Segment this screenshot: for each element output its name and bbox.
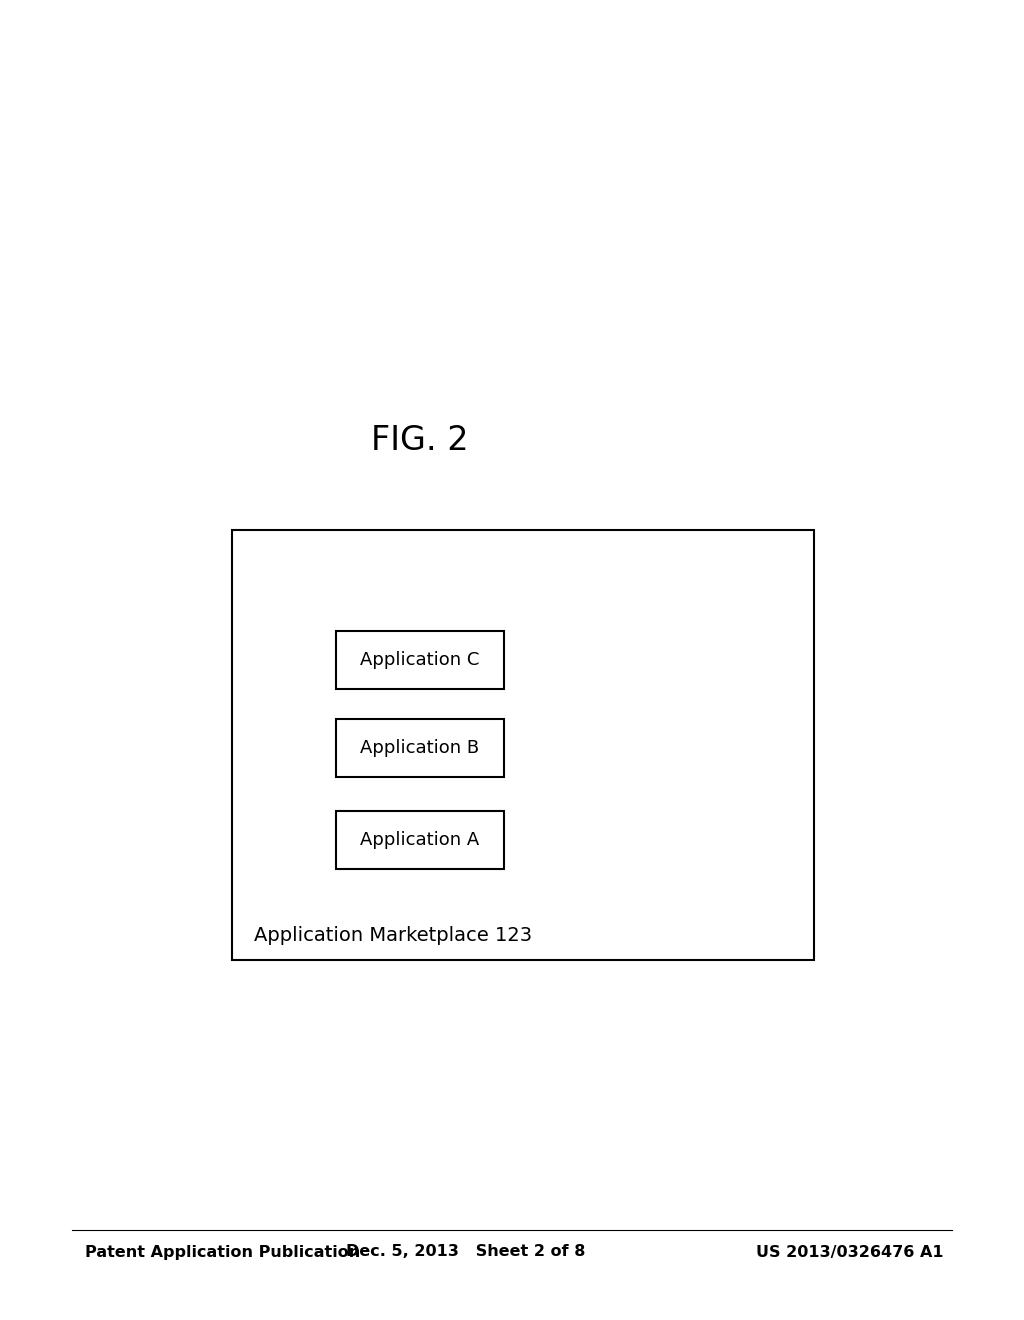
Bar xyxy=(232,531,814,960)
Text: US 2013/0326476 A1: US 2013/0326476 A1 xyxy=(757,1245,944,1259)
Bar xyxy=(336,719,504,777)
Text: Dec. 5, 2013   Sheet 2 of 8: Dec. 5, 2013 Sheet 2 of 8 xyxy=(346,1245,586,1259)
Text: Patent Application Publication: Patent Application Publication xyxy=(85,1245,360,1259)
Text: FIG. 2: FIG. 2 xyxy=(371,424,469,457)
Text: Application A: Application A xyxy=(360,832,479,849)
Text: Application Marketplace 123: Application Marketplace 123 xyxy=(254,927,532,945)
Bar xyxy=(336,810,504,869)
Text: Application B: Application B xyxy=(360,739,479,756)
Bar xyxy=(336,631,504,689)
Text: Application C: Application C xyxy=(360,651,479,669)
